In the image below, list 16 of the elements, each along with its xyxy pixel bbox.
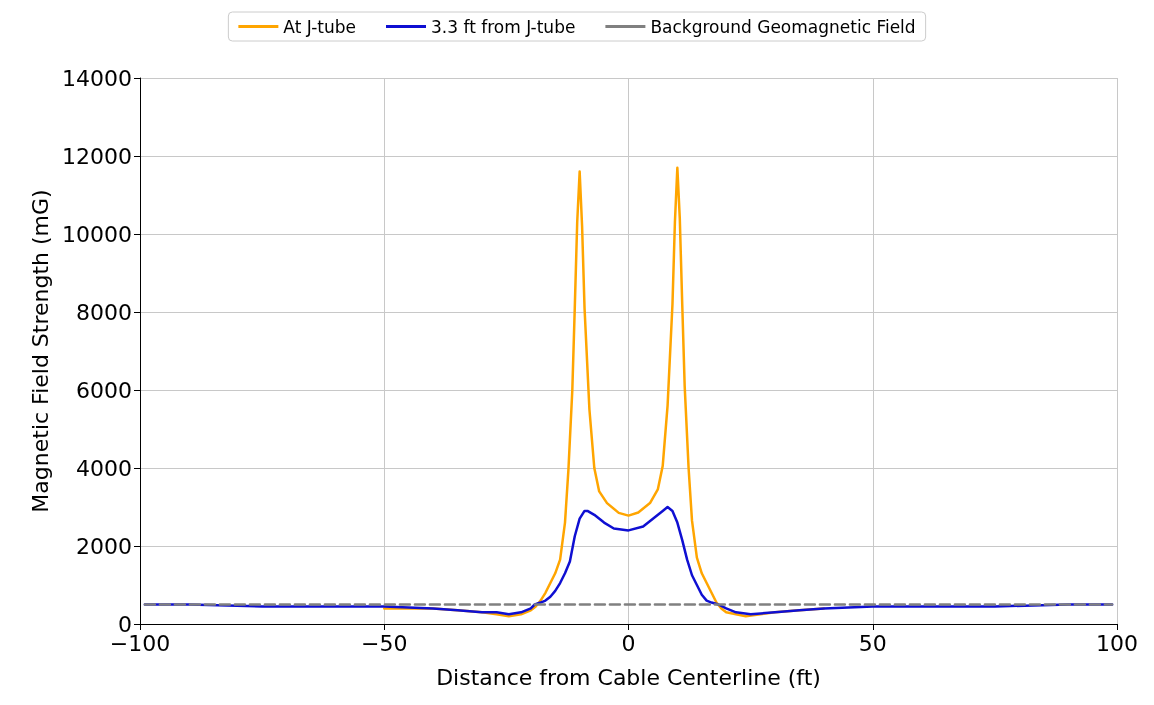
- y-tick-label: 2000: [76, 533, 132, 559]
- y-axis-title: Magnetic Field Strength (mG): [27, 189, 53, 513]
- x-tick-label: −50: [361, 630, 408, 656]
- legend-label: 3.3 ft from J-tube: [431, 16, 576, 37]
- legend-label: Background Geomagnetic Field: [650, 16, 916, 37]
- x-axis-title: Distance from Cable Centerline (ft): [436, 664, 821, 690]
- y-tick-label: 12000: [62, 143, 132, 169]
- y-tick-label: 14000: [62, 65, 132, 91]
- x-tick-label: 0: [621, 630, 636, 656]
- y-tick-label: 6000: [76, 377, 132, 403]
- x-tick-label: 50: [858, 630, 887, 656]
- legend-label: At J-tube: [283, 16, 357, 37]
- y-tick-label: 8000: [76, 299, 132, 325]
- y-tick-label: 4000: [76, 455, 132, 481]
- x-tick-label: 100: [1096, 630, 1138, 656]
- y-tick-label: 10000: [62, 221, 132, 247]
